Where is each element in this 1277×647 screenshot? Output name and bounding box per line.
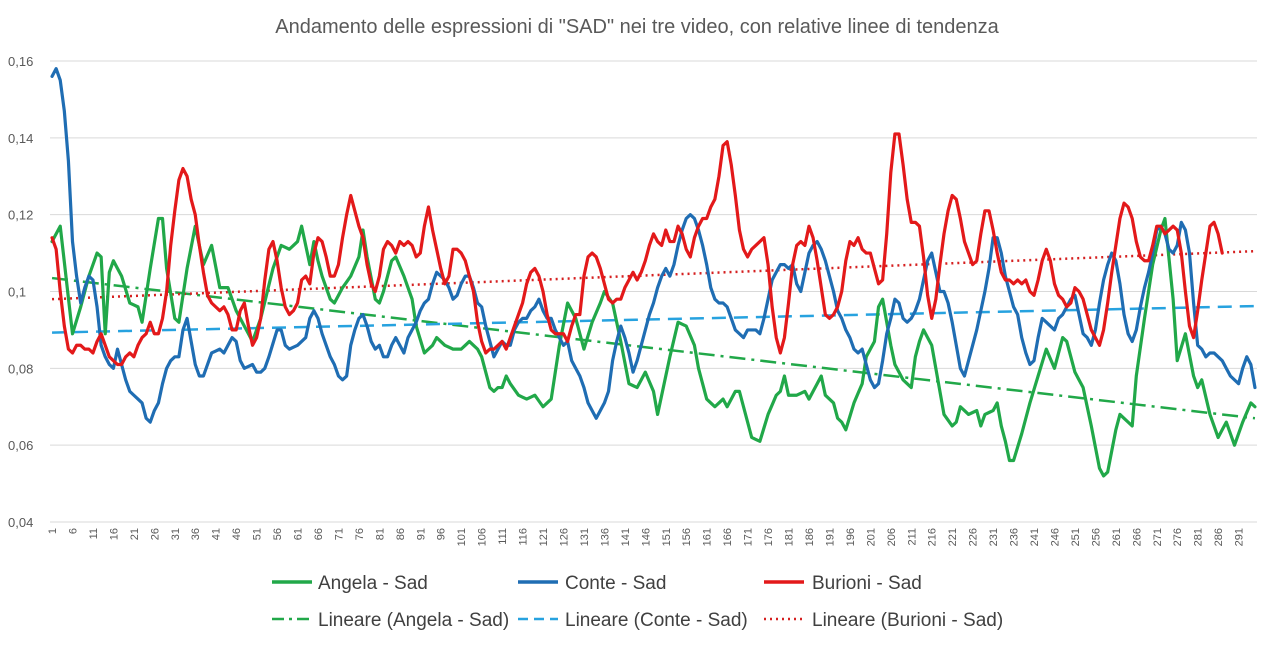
x-tick-label: 251 xyxy=(1070,528,1082,546)
chart-title: Andamento delle espressioni di "SAD" nei… xyxy=(275,16,999,38)
x-tick-label: 266 xyxy=(1131,528,1143,546)
x-tick-label: 46 xyxy=(231,528,243,540)
x-tick-label: 41 xyxy=(211,528,223,540)
x-tick-label: 246 xyxy=(1049,528,1061,546)
y-tick-label: 0,06 xyxy=(8,438,33,453)
x-tick-label: 71 xyxy=(333,528,345,540)
x-tick-label: 26 xyxy=(149,528,161,540)
x-tick-label: 126 xyxy=(558,528,570,546)
x-tick-label: 276 xyxy=(1172,528,1184,546)
x-tick-label: 211 xyxy=(906,528,918,546)
y-tick-label: 0,08 xyxy=(8,361,33,376)
x-tick-label: 1 xyxy=(47,528,59,534)
x-tick-label: 256 xyxy=(1090,528,1102,546)
x-tick-label: 176 xyxy=(763,528,775,546)
x-tick-label: 56 xyxy=(272,528,284,540)
x-tick-label: 121 xyxy=(538,528,550,546)
gridlines xyxy=(50,60,1257,523)
x-tick-label: 86 xyxy=(395,528,407,540)
x-tick-label: 61 xyxy=(293,528,305,540)
trendline-conte xyxy=(52,304,1255,334)
series-line-burioni xyxy=(50,132,1224,367)
x-tick-label: 201 xyxy=(865,528,877,546)
y-tick-label: 0,14 xyxy=(8,131,33,146)
x-tick-label: 226 xyxy=(968,528,980,546)
x-tick-label: 66 xyxy=(313,528,325,540)
x-tick-label: 146 xyxy=(640,528,652,546)
x-tick-label: 106 xyxy=(477,528,489,546)
x-tick-label: 191 xyxy=(824,528,836,546)
x-tick-label: 271 xyxy=(1152,528,1164,546)
x-tick-label: 91 xyxy=(415,528,427,540)
x-tick-label: 186 xyxy=(804,528,816,546)
x-tick-label: 156 xyxy=(681,528,693,546)
x-tick-label: 221 xyxy=(947,528,959,546)
y-tick-label: 0,16 xyxy=(8,54,33,69)
trendlines xyxy=(51,249,1256,420)
legend: Angela - Sad Conte - Sad Burioni - Sad L… xyxy=(272,573,1003,631)
x-tick-label: 136 xyxy=(599,528,611,546)
x-tick-label: 81 xyxy=(374,528,386,540)
series-line-conte xyxy=(50,67,1257,424)
data-series xyxy=(50,67,1257,478)
x-tick-label: 51 xyxy=(252,528,264,540)
x-tick-label: 141 xyxy=(620,528,632,546)
x-tick-label: 21 xyxy=(129,528,141,540)
x-tick-label: 161 xyxy=(702,528,714,546)
x-tick-label: 151 xyxy=(661,528,673,546)
x-tick-label: 231 xyxy=(988,528,1000,546)
x-tick-label: 76 xyxy=(354,528,366,540)
x-tick-label: 216 xyxy=(927,528,939,546)
x-tick-label: 291 xyxy=(1234,528,1246,546)
x-axis-ticks: 1 6 11 16 21 26 31 36 41 46 51 56 61 66 71 76 81 86 91 96 10… xyxy=(47,528,1246,546)
x-tick-label: 261 xyxy=(1111,528,1123,546)
x-tick-label: 96 xyxy=(436,528,448,540)
x-tick-label: 166 xyxy=(722,528,734,546)
x-tick-label: 286 xyxy=(1213,528,1225,546)
x-tick-label: 206 xyxy=(886,528,898,546)
x-tick-label: 171 xyxy=(743,528,755,546)
x-tick-label: 196 xyxy=(845,528,857,546)
legend-label-trend-conte: Lineare (Conte - Sad) xyxy=(565,610,748,631)
trendline-burioni xyxy=(51,249,1256,301)
x-tick-label: 116 xyxy=(518,528,530,546)
x-tick-label: 6 xyxy=(68,528,80,534)
x-tick-label: 281 xyxy=(1193,528,1205,546)
x-tick-label: 11 xyxy=(88,528,100,539)
x-tick-label: 31 xyxy=(170,528,182,540)
y-tick-label: 0,12 xyxy=(8,208,33,223)
x-tick-label: 36 xyxy=(190,528,202,540)
y-axis-ticks: 0,04 0,06 0,08 0,1 0,12 0,14 0,16 xyxy=(8,54,33,530)
x-tick-label: 16 xyxy=(108,528,120,540)
x-tick-label: 111 xyxy=(497,528,509,545)
legend-label-conte: Conte - Sad xyxy=(565,573,666,594)
series-line-angela xyxy=(50,216,1257,478)
legend-label-trend-burioni: Lineare (Burioni - Sad) xyxy=(812,610,1003,631)
legend-label-angela: Angela - Sad xyxy=(318,573,428,594)
legend-label-trend-angela: Lineare (Angela - Sad) xyxy=(318,610,509,631)
x-tick-label: 101 xyxy=(456,528,468,546)
x-tick-label: 236 xyxy=(1009,528,1021,546)
trendline-angela xyxy=(51,276,1256,420)
y-tick-label: 0,04 xyxy=(8,515,33,530)
x-tick-label: 181 xyxy=(784,528,796,546)
x-tick-label: 131 xyxy=(579,528,591,546)
x-tick-label: 241 xyxy=(1029,528,1041,546)
y-tick-label: 0,1 xyxy=(8,285,26,300)
legend-label-burioni: Burioni - Sad xyxy=(812,573,922,594)
